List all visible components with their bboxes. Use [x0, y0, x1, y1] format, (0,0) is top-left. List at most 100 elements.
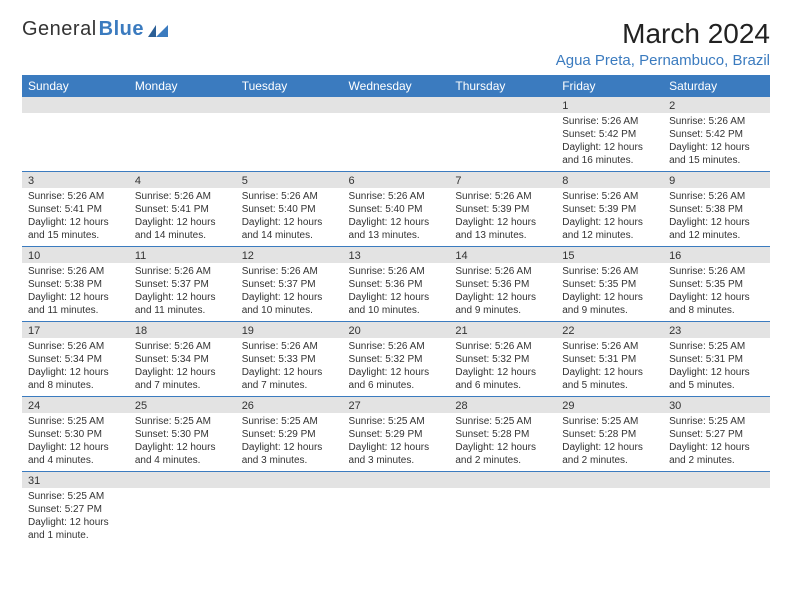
day-number	[236, 97, 343, 113]
calendar-table: Sunday Monday Tuesday Wednesday Thursday…	[22, 75, 770, 546]
day-details: Sunrise: 5:25 AMSunset: 5:28 PMDaylight:…	[556, 413, 663, 471]
day-cell: 18Sunrise: 5:26 AMSunset: 5:34 PMDayligh…	[129, 322, 236, 397]
day-number: 24	[22, 397, 129, 413]
day-number: 31	[22, 472, 129, 488]
detail-line: Daylight: 12 hours	[349, 366, 444, 379]
day-number	[236, 472, 343, 488]
day-details	[556, 488, 663, 538]
day-details	[449, 488, 556, 538]
day-number: 16	[663, 247, 770, 263]
day-details: Sunrise: 5:26 AMSunset: 5:34 PMDaylight:…	[129, 338, 236, 396]
detail-line: Sunset: 5:32 PM	[349, 353, 444, 366]
detail-line: and 11 minutes.	[135, 304, 230, 317]
day-cell: 5Sunrise: 5:26 AMSunset: 5:40 PMDaylight…	[236, 172, 343, 247]
day-number: 15	[556, 247, 663, 263]
detail-line: Sunrise: 5:25 AM	[28, 415, 123, 428]
day-details: Sunrise: 5:25 AMSunset: 5:27 PMDaylight:…	[663, 413, 770, 471]
day-details: Sunrise: 5:26 AMSunset: 5:35 PMDaylight:…	[556, 263, 663, 321]
day-details	[22, 113, 129, 163]
day-details	[449, 113, 556, 163]
day-cell: 6Sunrise: 5:26 AMSunset: 5:40 PMDaylight…	[343, 172, 450, 247]
detail-line: Daylight: 12 hours	[455, 441, 550, 454]
detail-line: Daylight: 12 hours	[669, 141, 764, 154]
location: Agua Preta, Pernambuco, Brazil	[556, 52, 770, 69]
day-cell: 25Sunrise: 5:25 AMSunset: 5:30 PMDayligh…	[129, 397, 236, 472]
day-details: Sunrise: 5:26 AMSunset: 5:39 PMDaylight:…	[556, 188, 663, 246]
day-cell: 9Sunrise: 5:26 AMSunset: 5:38 PMDaylight…	[663, 172, 770, 247]
day-number: 25	[129, 397, 236, 413]
day-number: 29	[556, 397, 663, 413]
day-cell: 29Sunrise: 5:25 AMSunset: 5:28 PMDayligh…	[556, 397, 663, 472]
day-cell	[129, 472, 236, 547]
detail-line: Sunset: 5:37 PM	[135, 278, 230, 291]
detail-line: Sunset: 5:38 PM	[669, 203, 764, 216]
day-number: 2	[663, 97, 770, 113]
day-number: 1	[556, 97, 663, 113]
day-details: Sunrise: 5:26 AMSunset: 5:32 PMDaylight:…	[343, 338, 450, 396]
day-number: 5	[236, 172, 343, 188]
day-details: Sunrise: 5:25 AMSunset: 5:30 PMDaylight:…	[22, 413, 129, 471]
day-cell: 1Sunrise: 5:26 AMSunset: 5:42 PMDaylight…	[556, 97, 663, 172]
day-cell	[663, 472, 770, 547]
detail-line: and 12 minutes.	[669, 229, 764, 242]
detail-line: Sunset: 5:35 PM	[562, 278, 657, 291]
header: GeneralBlue March 2024 Agua Preta, Perna…	[22, 18, 770, 69]
detail-line: and 7 minutes.	[135, 379, 230, 392]
day-number	[129, 97, 236, 113]
day-cell	[22, 97, 129, 172]
detail-line: Sunset: 5:38 PM	[28, 278, 123, 291]
detail-line: Daylight: 12 hours	[669, 291, 764, 304]
detail-line: Daylight: 12 hours	[135, 441, 230, 454]
detail-line: Sunrise: 5:26 AM	[242, 190, 337, 203]
detail-line: Sunset: 5:40 PM	[349, 203, 444, 216]
week-row: 31Sunrise: 5:25 AMSunset: 5:27 PMDayligh…	[22, 472, 770, 547]
day-cell: 13Sunrise: 5:26 AMSunset: 5:36 PMDayligh…	[343, 247, 450, 322]
day-details: Sunrise: 5:26 AMSunset: 5:37 PMDaylight:…	[129, 263, 236, 321]
day-number	[22, 97, 129, 113]
day-number: 27	[343, 397, 450, 413]
detail-line: and 2 minutes.	[669, 454, 764, 467]
day-details: Sunrise: 5:25 AMSunset: 5:29 PMDaylight:…	[343, 413, 450, 471]
detail-line: Daylight: 12 hours	[28, 216, 123, 229]
detail-line: Daylight: 12 hours	[669, 441, 764, 454]
day-number: 18	[129, 322, 236, 338]
detail-line: Daylight: 12 hours	[242, 366, 337, 379]
detail-line: Daylight: 12 hours	[669, 216, 764, 229]
detail-line: and 9 minutes.	[455, 304, 550, 317]
weekday-header: Wednesday	[343, 75, 450, 97]
day-details	[343, 488, 450, 538]
day-cell: 7Sunrise: 5:26 AMSunset: 5:39 PMDaylight…	[449, 172, 556, 247]
day-cell: 10Sunrise: 5:26 AMSunset: 5:38 PMDayligh…	[22, 247, 129, 322]
detail-line: Daylight: 12 hours	[562, 366, 657, 379]
detail-line: Sunset: 5:31 PM	[669, 353, 764, 366]
detail-line: Sunset: 5:28 PM	[455, 428, 550, 441]
week-row: 17Sunrise: 5:26 AMSunset: 5:34 PMDayligh…	[22, 322, 770, 397]
day-details: Sunrise: 5:25 AMSunset: 5:30 PMDaylight:…	[129, 413, 236, 471]
detail-line: Sunset: 5:27 PM	[28, 503, 123, 516]
detail-line: Daylight: 12 hours	[669, 366, 764, 379]
detail-line: Sunset: 5:32 PM	[455, 353, 550, 366]
day-cell: 11Sunrise: 5:26 AMSunset: 5:37 PMDayligh…	[129, 247, 236, 322]
detail-line: and 4 minutes.	[135, 454, 230, 467]
day-number: 8	[556, 172, 663, 188]
week-row: 10Sunrise: 5:26 AMSunset: 5:38 PMDayligh…	[22, 247, 770, 322]
detail-line: Sunrise: 5:26 AM	[28, 340, 123, 353]
logo: GeneralBlue	[22, 18, 168, 41]
weekday-header: Thursday	[449, 75, 556, 97]
detail-line: Daylight: 12 hours	[349, 216, 444, 229]
detail-line: Daylight: 12 hours	[562, 291, 657, 304]
day-details	[663, 488, 770, 538]
day-cell	[343, 97, 450, 172]
detail-line: and 13 minutes.	[349, 229, 444, 242]
day-number	[129, 472, 236, 488]
detail-line: Daylight: 12 hours	[28, 441, 123, 454]
day-details	[129, 113, 236, 163]
detail-line: and 13 minutes.	[455, 229, 550, 242]
detail-line: Sunrise: 5:26 AM	[135, 190, 230, 203]
detail-line: Daylight: 12 hours	[455, 366, 550, 379]
detail-line: and 8 minutes.	[28, 379, 123, 392]
day-number	[449, 472, 556, 488]
day-number: 12	[236, 247, 343, 263]
detail-line: and 16 minutes.	[562, 154, 657, 167]
day-number: 28	[449, 397, 556, 413]
